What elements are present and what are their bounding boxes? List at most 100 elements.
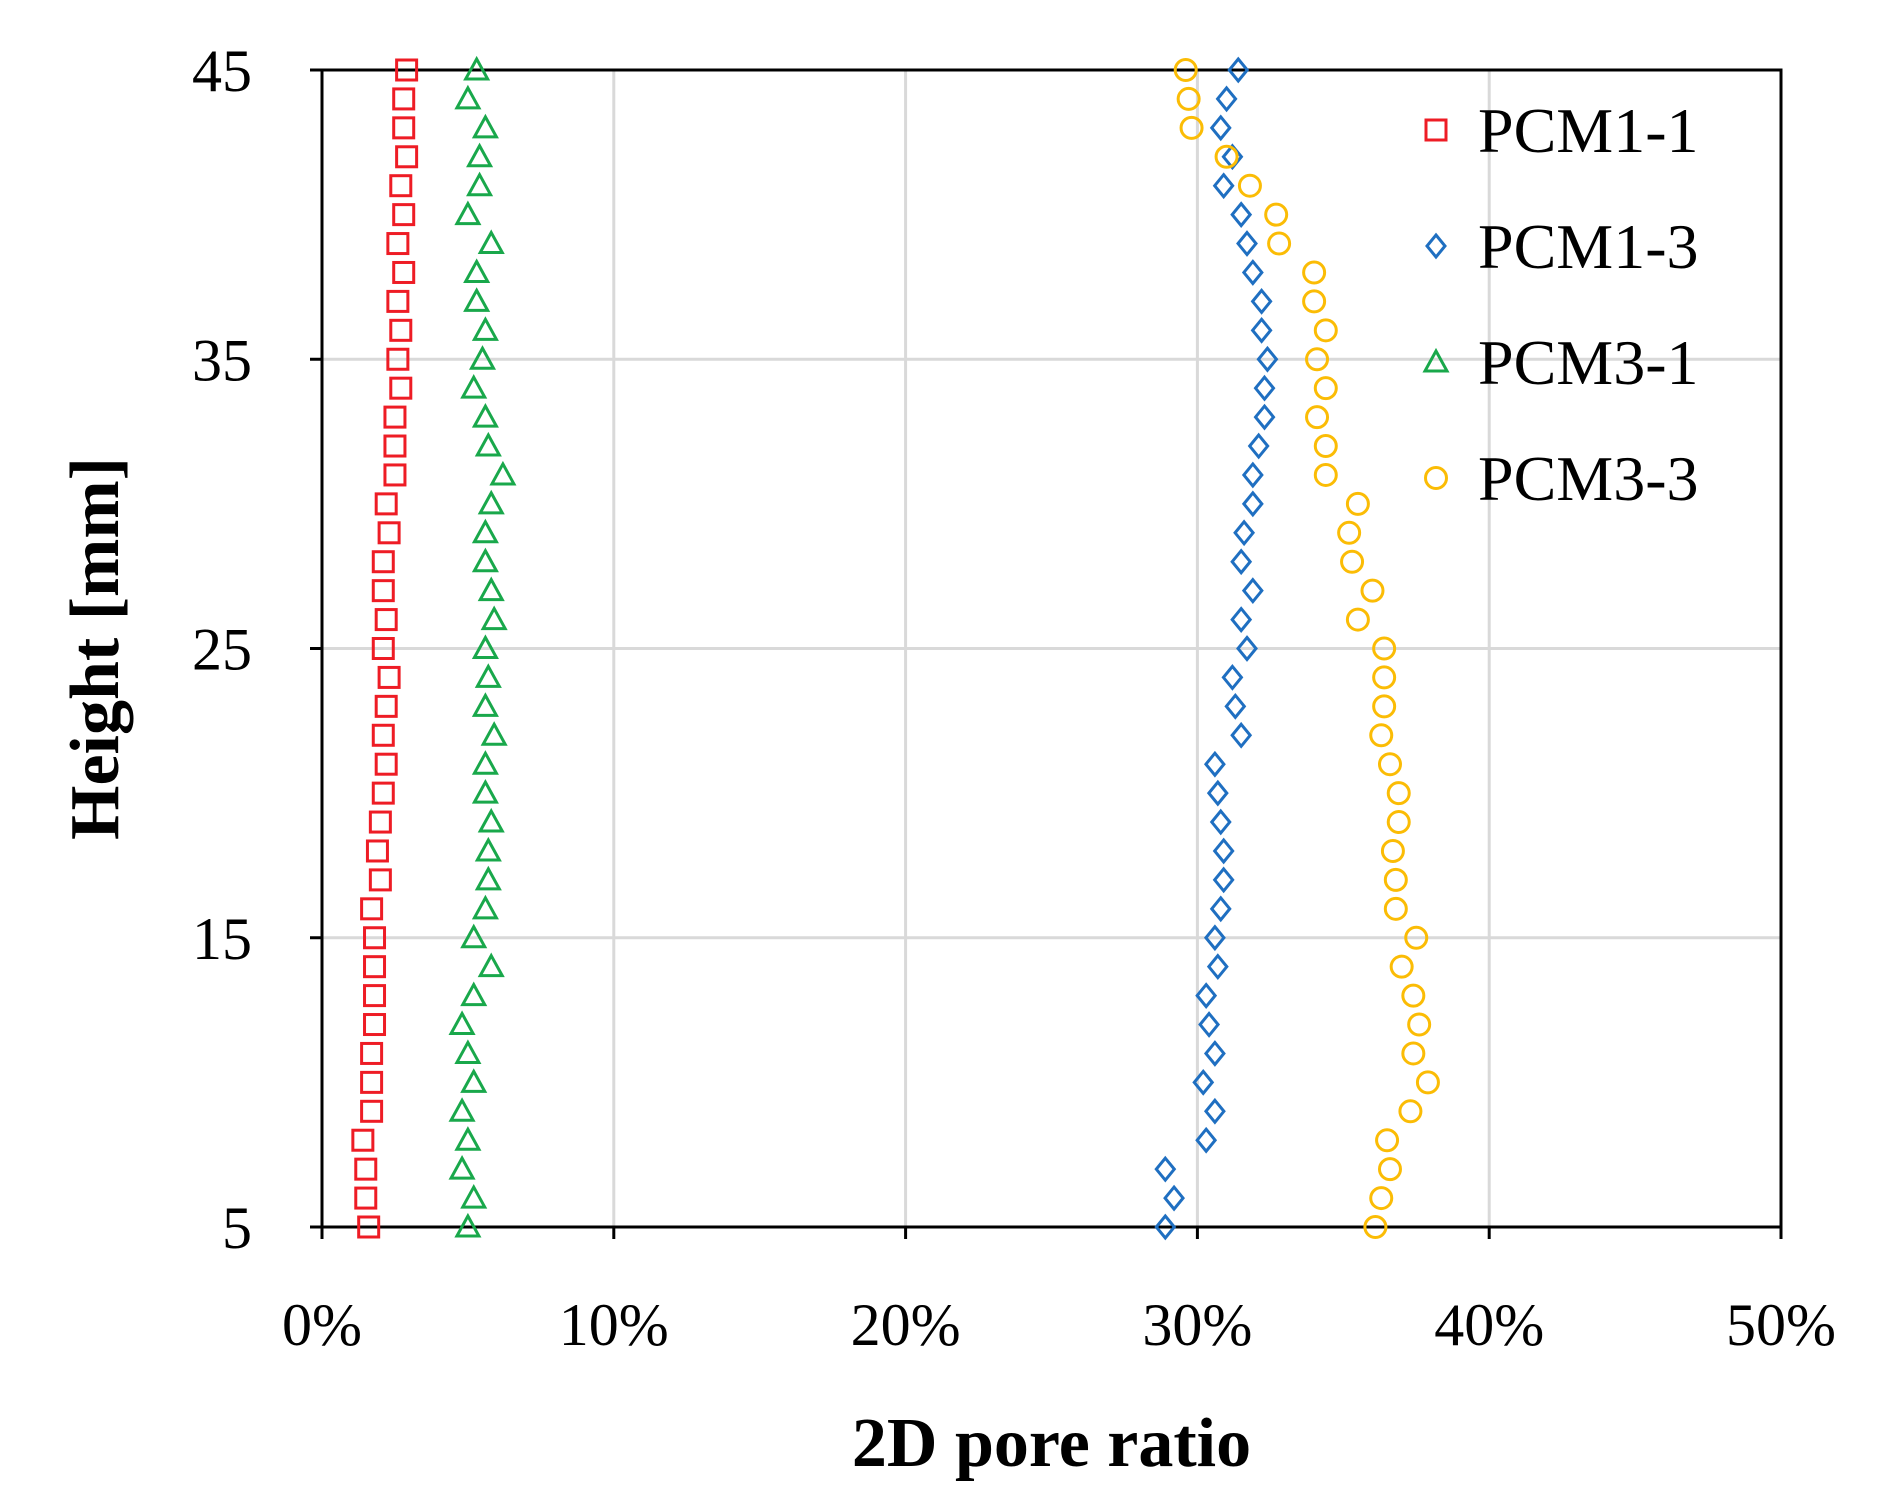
data-point (1369, 723, 1394, 748)
data-point (1363, 1215, 1388, 1239)
data-point (460, 981, 488, 1007)
data-point (448, 1155, 476, 1180)
data-point (1209, 114, 1232, 142)
data-point (371, 723, 395, 747)
data-point (383, 434, 407, 458)
data-point (389, 174, 413, 198)
x-tick-label: 0% (282, 1292, 362, 1358)
data-point (477, 489, 505, 515)
data-point (454, 84, 482, 110)
data-point (1224, 692, 1247, 720)
data-point (1173, 58, 1198, 82)
data-point (471, 113, 499, 139)
data-point (1209, 808, 1232, 836)
data-point (1369, 1186, 1394, 1211)
y-tick-label: 45 (192, 38, 252, 104)
data-point (395, 58, 419, 82)
data-point (383, 405, 407, 429)
data-point (1195, 982, 1218, 1009)
legend-label: PCM3-3 (1478, 443, 1699, 514)
data-point (463, 287, 491, 312)
data-point (1302, 260, 1327, 285)
data-point (460, 923, 488, 949)
data-point (1241, 259, 1264, 286)
data-point (471, 750, 499, 775)
data-point (477, 952, 505, 978)
data-point (371, 637, 395, 660)
data-point (480, 605, 508, 631)
data-point (1398, 1099, 1423, 1124)
data-point (466, 171, 494, 197)
data-point (454, 1212, 482, 1238)
data-point (1302, 289, 1327, 314)
data-point (1360, 578, 1385, 603)
data-point (1313, 376, 1338, 401)
legend-marker (1422, 347, 1450, 373)
data-point (1236, 230, 1258, 257)
data-point (1264, 202, 1289, 227)
data-point (463, 55, 491, 81)
data-markers (351, 55, 1440, 1241)
data-point (360, 1099, 384, 1123)
data-point (1215, 85, 1238, 113)
data-point (1203, 924, 1226, 952)
data-point (1253, 403, 1276, 431)
data-point (471, 316, 499, 341)
axis-ticks: 0% 10% 20% 30% 40% 50% 5 15 25 35 45 (192, 38, 1836, 1358)
data-point (360, 1041, 384, 1065)
data-point (1241, 577, 1264, 605)
data-point (377, 521, 401, 545)
data-point (1372, 665, 1397, 690)
data-point (1230, 721, 1253, 749)
legend-marker (1425, 232, 1447, 260)
data-point (1176, 86, 1201, 111)
legend-label: PCM1-3 (1478, 211, 1699, 282)
data-point (466, 142, 494, 168)
x-tick-label: 50% (1726, 1292, 1836, 1358)
data-point (1163, 1184, 1185, 1212)
data-point (374, 694, 398, 718)
data-point (454, 200, 482, 226)
data-point (448, 1097, 476, 1122)
data-point (477, 576, 505, 602)
data-point (474, 836, 502, 862)
data-point (1192, 1069, 1215, 1096)
x-tick-label: 40% (1434, 1292, 1544, 1358)
y-tick-label: 35 (192, 327, 252, 393)
series-pcm3-3 (1173, 58, 1440, 1239)
data-point (377, 665, 401, 689)
data-point (460, 374, 488, 399)
data-point (365, 839, 389, 863)
data-point (1253, 374, 1276, 402)
data-point (1203, 1040, 1226, 1067)
legend-item-pcm3-1: PCM3-1 (1422, 327, 1699, 398)
data-point (1233, 519, 1256, 547)
y-tick-label: 25 (192, 617, 252, 683)
data-point (1256, 345, 1279, 373)
data-point (1221, 143, 1244, 171)
data-point (471, 547, 499, 573)
data-point (368, 810, 392, 834)
data-point (1198, 1011, 1221, 1038)
data-point (1221, 664, 1244, 691)
data-point (357, 1215, 381, 1239)
data-point (1415, 1070, 1440, 1095)
data-point (460, 1068, 488, 1093)
data-point (1250, 316, 1273, 344)
data-point (1230, 201, 1253, 228)
data-point (1337, 520, 1362, 545)
data-point (1214, 144, 1239, 169)
series-pcm1-1 (351, 58, 419, 1239)
data-point (471, 894, 499, 920)
data-point (1212, 866, 1235, 894)
data-point (354, 1157, 378, 1181)
x-tick-label: 10% (559, 1292, 669, 1358)
data-point (454, 1039, 482, 1064)
data-point (1340, 549, 1365, 574)
data-point (463, 258, 491, 283)
data-point (1237, 173, 1262, 198)
data-point (1386, 781, 1411, 806)
data-point (1195, 1126, 1218, 1154)
data-point (1305, 405, 1330, 430)
